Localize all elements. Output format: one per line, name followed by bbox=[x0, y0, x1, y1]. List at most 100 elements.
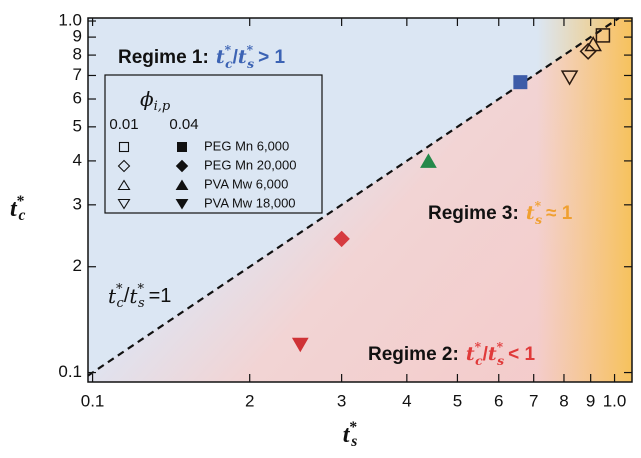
annotation-expr: t* c/t* s =1 bbox=[108, 282, 171, 311]
legend-label: PVA Mw 18,000 bbox=[204, 195, 296, 210]
math-base: t bbox=[216, 46, 225, 68]
x-axis-label: t* s bbox=[343, 419, 358, 450]
identity-line bbox=[87, 17, 620, 377]
region-3 bbox=[537, 18, 632, 382]
background bbox=[88, 18, 632, 382]
math-sub: s bbox=[138, 296, 145, 311]
math-sup: * bbox=[225, 42, 232, 57]
annotation: Regime 2: t* c/t* s < 1 bbox=[368, 339, 535, 368]
annotation-label: Regime 2: bbox=[368, 344, 459, 365]
legend-sub: i,p bbox=[154, 99, 171, 114]
annotation: Regime 3: t* s ≈ 1 bbox=[428, 198, 573, 227]
math-sub: s bbox=[247, 56, 254, 71]
marker-triangle-down bbox=[175, 199, 189, 210]
math-sub: c bbox=[225, 56, 233, 71]
legend-column: 0.01 bbox=[109, 116, 138, 133]
math-group: t* s bbox=[526, 198, 542, 227]
y-tick-label: 9 bbox=[73, 27, 82, 46]
point bbox=[579, 42, 597, 60]
annotation: Regime 1: t* c/t* s > 1 bbox=[118, 42, 285, 71]
y-tick-label: 1.0 bbox=[58, 11, 82, 30]
math-sub: c bbox=[117, 296, 125, 311]
y-axis-label: t* c bbox=[10, 193, 25, 224]
y-tick-label: 2 bbox=[73, 256, 82, 275]
x-tick-label: 0.1 bbox=[81, 391, 105, 410]
annotation-relation: ≈ 1 bbox=[546, 203, 573, 224]
annotation-relation: < 1 bbox=[508, 344, 535, 365]
marker-diamond bbox=[175, 159, 189, 173]
math-sub: c bbox=[18, 207, 25, 224]
point bbox=[333, 230, 350, 248]
math-sup: * bbox=[17, 193, 25, 210]
x-tick-label: 5 bbox=[453, 391, 462, 410]
point bbox=[513, 75, 528, 90]
legend-box bbox=[104, 74, 323, 214]
x-tick-label: 3 bbox=[337, 391, 346, 410]
marker-triangle-down bbox=[117, 198, 131, 210]
plot-frame bbox=[87, 17, 633, 383]
point bbox=[291, 337, 309, 353]
math-base: t bbox=[526, 202, 535, 224]
math-group: t* s bbox=[238, 42, 254, 71]
math-base: t bbox=[129, 284, 138, 308]
math-op: / bbox=[233, 47, 239, 68]
math-group: t* c bbox=[466, 339, 483, 368]
region-2 bbox=[88, 18, 632, 382]
legend-label: PEG Mn 20,000 bbox=[204, 157, 297, 172]
point bbox=[420, 153, 437, 168]
annotation-label: Regime 1: bbox=[118, 47, 209, 68]
marker-triangle bbox=[117, 179, 131, 191]
annotation-expr: t* c/t* s > 1 bbox=[216, 42, 286, 71]
x-tick-label: 9 bbox=[586, 391, 595, 410]
annotation-relation: =1 bbox=[149, 285, 172, 307]
marker-diamond bbox=[117, 159, 131, 173]
y-tick-label: 6 bbox=[73, 88, 82, 107]
math-sub: s bbox=[350, 433, 357, 450]
x-tick-label: 1.0 bbox=[603, 391, 627, 410]
legend-title: ϕi,p bbox=[140, 87, 171, 114]
point bbox=[560, 70, 579, 86]
y-tick-label: 4 bbox=[73, 150, 82, 169]
math-op: / bbox=[124, 285, 130, 307]
y-tick-label: 3 bbox=[73, 194, 82, 213]
x-tick-label: 2 bbox=[245, 391, 254, 410]
math-sup: * bbox=[475, 339, 482, 354]
annotation-label: Regime 3: bbox=[428, 203, 519, 224]
legend-symbol: ϕ bbox=[140, 87, 154, 111]
x-tick-label: 8 bbox=[559, 391, 568, 410]
y-tick-label: 0.1 bbox=[58, 362, 82, 381]
y-tick-label: 7 bbox=[73, 65, 82, 84]
math-sub: s bbox=[535, 212, 542, 227]
math-group: t* c bbox=[108, 282, 125, 311]
legend-label: PVA Mw 6,000 bbox=[204, 176, 288, 191]
marker-triangle bbox=[175, 179, 189, 190]
annotation-expr: t* c/t* s < 1 bbox=[466, 339, 536, 368]
math-base: t bbox=[343, 422, 351, 448]
math-op: / bbox=[483, 344, 489, 365]
math-base: t bbox=[238, 46, 247, 68]
math-base: t bbox=[466, 343, 475, 365]
math-sub: c bbox=[475, 353, 483, 368]
math-sup: * bbox=[497, 339, 504, 354]
annotation: t* c/t* s =1 bbox=[108, 282, 171, 311]
math-base: t bbox=[108, 284, 117, 308]
math-base: t bbox=[488, 343, 497, 365]
math-sup: * bbox=[349, 419, 357, 436]
annotation-relation: > 1 bbox=[258, 47, 285, 68]
legend-column: 0.04 bbox=[169, 116, 198, 133]
y-tick-label: 8 bbox=[73, 45, 82, 64]
marker-square bbox=[177, 142, 187, 152]
math-group: t* s bbox=[488, 339, 504, 368]
math-base: t bbox=[10, 196, 18, 222]
point bbox=[584, 36, 602, 52]
annotation-expr: t* s ≈ 1 bbox=[526, 198, 573, 227]
legend-label: PEG Mn 6,000 bbox=[204, 138, 289, 153]
math-group: t* s bbox=[129, 282, 145, 311]
x-tick-label: 6 bbox=[494, 391, 503, 410]
x-tick-label: 7 bbox=[529, 391, 538, 410]
y-tick-label: 5 bbox=[73, 116, 82, 135]
point bbox=[595, 28, 611, 43]
math-sup: * bbox=[535, 198, 542, 213]
